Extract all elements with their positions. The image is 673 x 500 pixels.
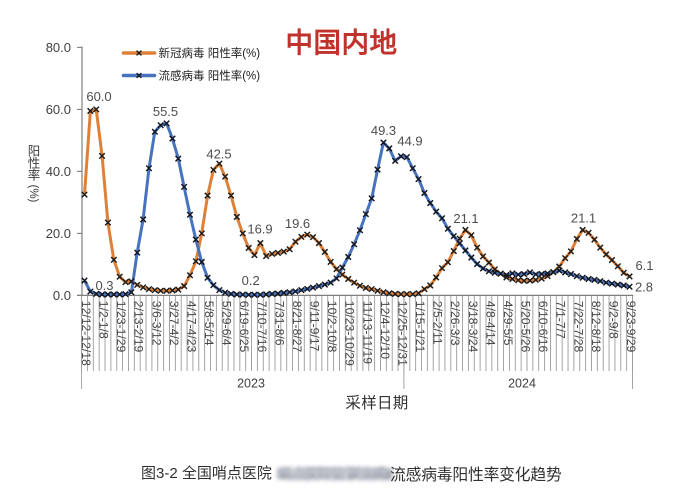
- svg-text:中国内地: 中国内地: [286, 27, 398, 58]
- svg-text:6/19-6/25: 6/19-6/25: [237, 301, 251, 353]
- svg-text:20.0: 20.0: [46, 226, 71, 241]
- svg-text:7/31-8/6: 7/31-8/6: [272, 301, 286, 346]
- svg-text:阳: 阳: [28, 144, 41, 158]
- svg-text:6.1: 6.1: [635, 258, 653, 273]
- svg-text:6/10-6/16: 6/10-6/16: [536, 301, 550, 353]
- svg-text:2.8: 2.8: [635, 279, 653, 294]
- svg-text:44.9: 44.9: [397, 133, 422, 148]
- svg-text:11/13-11/19: 11/13-11/19: [360, 301, 374, 364]
- svg-text:12/12-12/18: 12/12-12/18: [79, 301, 93, 366]
- svg-text:12/25-12/31: 12/25-12/31: [396, 301, 410, 366]
- svg-text:10/23-10/29: 10/23-10/29: [343, 301, 357, 366]
- svg-text:7/10-7/16: 7/10-7/16: [255, 301, 269, 353]
- svg-text:40.0: 40.0: [46, 164, 71, 179]
- svg-text:42.5: 42.5: [206, 147, 231, 162]
- svg-text:0.2: 0.2: [242, 273, 260, 288]
- svg-text:4/29-5/5: 4/29-5/5: [501, 301, 515, 346]
- svg-text:3/18-3/24: 3/18-3/24: [466, 301, 480, 353]
- svg-text:21.1: 21.1: [453, 211, 478, 226]
- svg-text:1/23-1/29: 1/23-1/29: [114, 301, 128, 353]
- svg-text:(%): (%): [27, 185, 39, 203]
- svg-text:2024: 2024: [508, 377, 536, 391]
- svg-text:流感病毒 阳性率(%): 流感病毒 阳性率(%): [159, 69, 261, 83]
- svg-text:5/29-6/4: 5/29-6/4: [220, 301, 234, 346]
- svg-text:4/8-4/14: 4/8-4/14: [483, 301, 497, 346]
- svg-text:12/4-12/10: 12/4-12/10: [378, 301, 392, 359]
- svg-text:新冠病毒 阳性率(%): 新冠病毒 阳性率(%): [159, 46, 261, 60]
- svg-text:21.1: 21.1: [571, 211, 596, 226]
- svg-text:8/12-8/18: 8/12-8/18: [589, 301, 603, 353]
- svg-text:8/21-8/27: 8/21-8/27: [290, 301, 304, 353]
- svg-text:60.0: 60.0: [46, 102, 71, 117]
- svg-text:2/26-3/3: 2/26-3/3: [448, 301, 462, 346]
- svg-text:9/2-9/8: 9/2-9/8: [607, 301, 621, 339]
- svg-text:16.9: 16.9: [247, 222, 272, 237]
- svg-text:7/22-7/28: 7/22-7/28: [571, 301, 585, 353]
- svg-text:4/17-4/23: 4/17-4/23: [185, 301, 199, 353]
- svg-text:5/20-5/26: 5/20-5/26: [519, 301, 533, 353]
- svg-text:2023: 2023: [237, 377, 265, 391]
- svg-text:3/6-3/12: 3/6-3/12: [149, 301, 163, 346]
- svg-text:55.5: 55.5: [153, 104, 178, 119]
- svg-text:3/27-4/2: 3/27-4/2: [167, 301, 181, 346]
- svg-text:1/15-1/21: 1/15-1/21: [413, 301, 427, 353]
- svg-text:9/11-9/17: 9/11-9/17: [308, 301, 322, 352]
- svg-text:性: 性: [28, 156, 41, 170]
- svg-text:0.0: 0.0: [53, 288, 71, 303]
- svg-text:采样日期: 采样日期: [345, 394, 408, 412]
- svg-text:9/23-9/29: 9/23-9/29: [624, 301, 638, 353]
- svg-text:80.0: 80.0: [46, 40, 71, 55]
- svg-text:60.0: 60.0: [86, 89, 111, 104]
- svg-text:19.6: 19.6: [285, 216, 310, 231]
- svg-text:率: 率: [28, 168, 41, 183]
- svg-text:10/2-10/8: 10/2-10/8: [325, 301, 339, 353]
- svg-text:2/5-2/11: 2/5-2/11: [431, 301, 445, 345]
- svg-text:5/8-5/14: 5/8-5/14: [202, 301, 216, 346]
- svg-text:1/2-1/8: 1/2-1/8: [97, 301, 111, 339]
- svg-text:0.3: 0.3: [95, 278, 113, 293]
- svg-text:2/13-2/19: 2/13-2/19: [132, 301, 146, 353]
- svg-text:49.3: 49.3: [371, 123, 396, 138]
- svg-text:7/1-7/7: 7/1-7/7: [554, 301, 568, 339]
